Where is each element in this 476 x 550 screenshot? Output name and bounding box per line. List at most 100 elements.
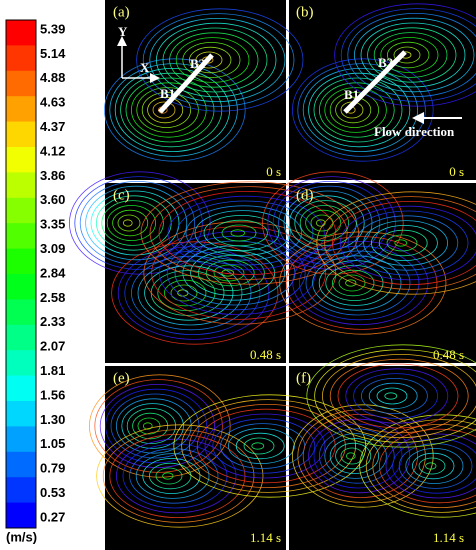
contour-line [329, 437, 379, 474]
contour-line [175, 37, 250, 83]
colorbar-block [6, 324, 36, 351]
contour-line [305, 209, 342, 237]
contour-line [332, 201, 476, 285]
contour-line [308, 72, 411, 148]
contour-line [132, 412, 169, 440]
contour-line [355, 215, 459, 271]
contour-line [144, 265, 234, 321]
contour-line [306, 344, 476, 448]
time-label: 0.48 s [250, 347, 281, 362]
contour-line [96, 195, 172, 251]
contour-line [142, 457, 201, 494]
contour-line [251, 442, 265, 450]
contour-line [345, 452, 356, 460]
contour-line [261, 171, 404, 275]
colorbar-block [6, 426, 36, 453]
contour-line [170, 284, 198, 302]
contour-line [181, 399, 357, 493]
contour-line [318, 82, 395, 138]
arrow-head [150, 73, 160, 83]
colorbar-label: 1.56 [40, 387, 65, 402]
contour-line [117, 214, 141, 232]
contour-line [188, 46, 232, 74]
panel-label: (c) [113, 187, 130, 203]
colorbar-block [6, 70, 36, 97]
flow-label: Flow direction [374, 124, 455, 139]
contour-line [354, 17, 475, 93]
colorbar-block [6, 350, 36, 377]
contour-line [378, 229, 428, 257]
panel-label: (d) [296, 187, 314, 203]
contour-line [299, 245, 420, 321]
colorbar-label: 5.39 [40, 21, 65, 36]
contour-line [114, 68, 230, 152]
contour-line [393, 46, 421, 64]
contour-line [334, 3, 476, 107]
contour-line [398, 443, 473, 489]
contour-line [194, 210, 291, 256]
contour-line [213, 264, 245, 282]
contour-line [345, 279, 357, 287]
contour-line [340, 8, 476, 102]
contour-line [267, 176, 396, 270]
colorbar-label: 5.14 [40, 46, 66, 61]
contour-line [167, 195, 325, 271]
contour-line [332, 269, 375, 297]
contour-line [347, 13, 476, 97]
colorbar-block [6, 274, 36, 300]
contour-line [140, 181, 360, 285]
colorbar-label: 4.63 [40, 95, 65, 110]
contour-line [74, 176, 203, 270]
contour-line [158, 190, 337, 275]
contour-line [368, 382, 418, 410]
panel-label: (f) [296, 370, 311, 386]
contour-line [308, 418, 411, 494]
contour-line [212, 418, 316, 474]
contour-line [405, 447, 464, 484]
contour-line [291, 58, 434, 162]
contour-line [376, 387, 408, 405]
contour-line [316, 191, 476, 295]
colorbar-label: 0.27 [40, 509, 65, 524]
contour-line [96, 424, 264, 528]
colorbar-label: 3.86 [40, 168, 65, 183]
time-label: 0 s [449, 164, 464, 179]
contour-line [104, 58, 246, 162]
colorbar-block [6, 248, 36, 275]
colorbar-block [6, 147, 36, 173]
contour-line [345, 368, 449, 424]
contour-line [347, 210, 469, 276]
contour-line [380, 37, 439, 74]
contour-line [324, 196, 476, 290]
contour-line [288, 195, 365, 251]
contour-line [135, 453, 210, 499]
contour-line [313, 77, 403, 143]
contour-line [363, 220, 449, 266]
body-label: B2 [190, 56, 205, 71]
contour-line [312, 255, 402, 311]
colorbar-label: 2.84 [40, 265, 66, 280]
colorbar-label: 4.12 [40, 143, 65, 158]
contour-line [169, 32, 259, 88]
contour-line [230, 229, 246, 237]
colorbar-label: 1.81 [40, 363, 65, 378]
contour-line [155, 22, 277, 98]
contour-line [111, 241, 279, 345]
contour-line [142, 13, 295, 107]
colorbar-label: 2.58 [40, 290, 65, 305]
contour-line [152, 101, 176, 119]
contour-line [163, 279, 207, 307]
colorbar-label: 0.53 [40, 485, 65, 500]
contour-line [360, 377, 428, 414]
contour-line [292, 240, 429, 325]
contour-line [373, 32, 448, 78]
contour-line [105, 388, 208, 464]
colorbar-frame [5, 19, 37, 529]
colorbar-label: 4.37 [40, 119, 65, 134]
panel-divider [105, 180, 476, 183]
time-label: 0 s [266, 164, 281, 179]
contour-line [324, 87, 387, 133]
time-label: 0.48 s [433, 347, 464, 362]
body-rod [158, 53, 214, 114]
contour-line [126, 407, 176, 444]
